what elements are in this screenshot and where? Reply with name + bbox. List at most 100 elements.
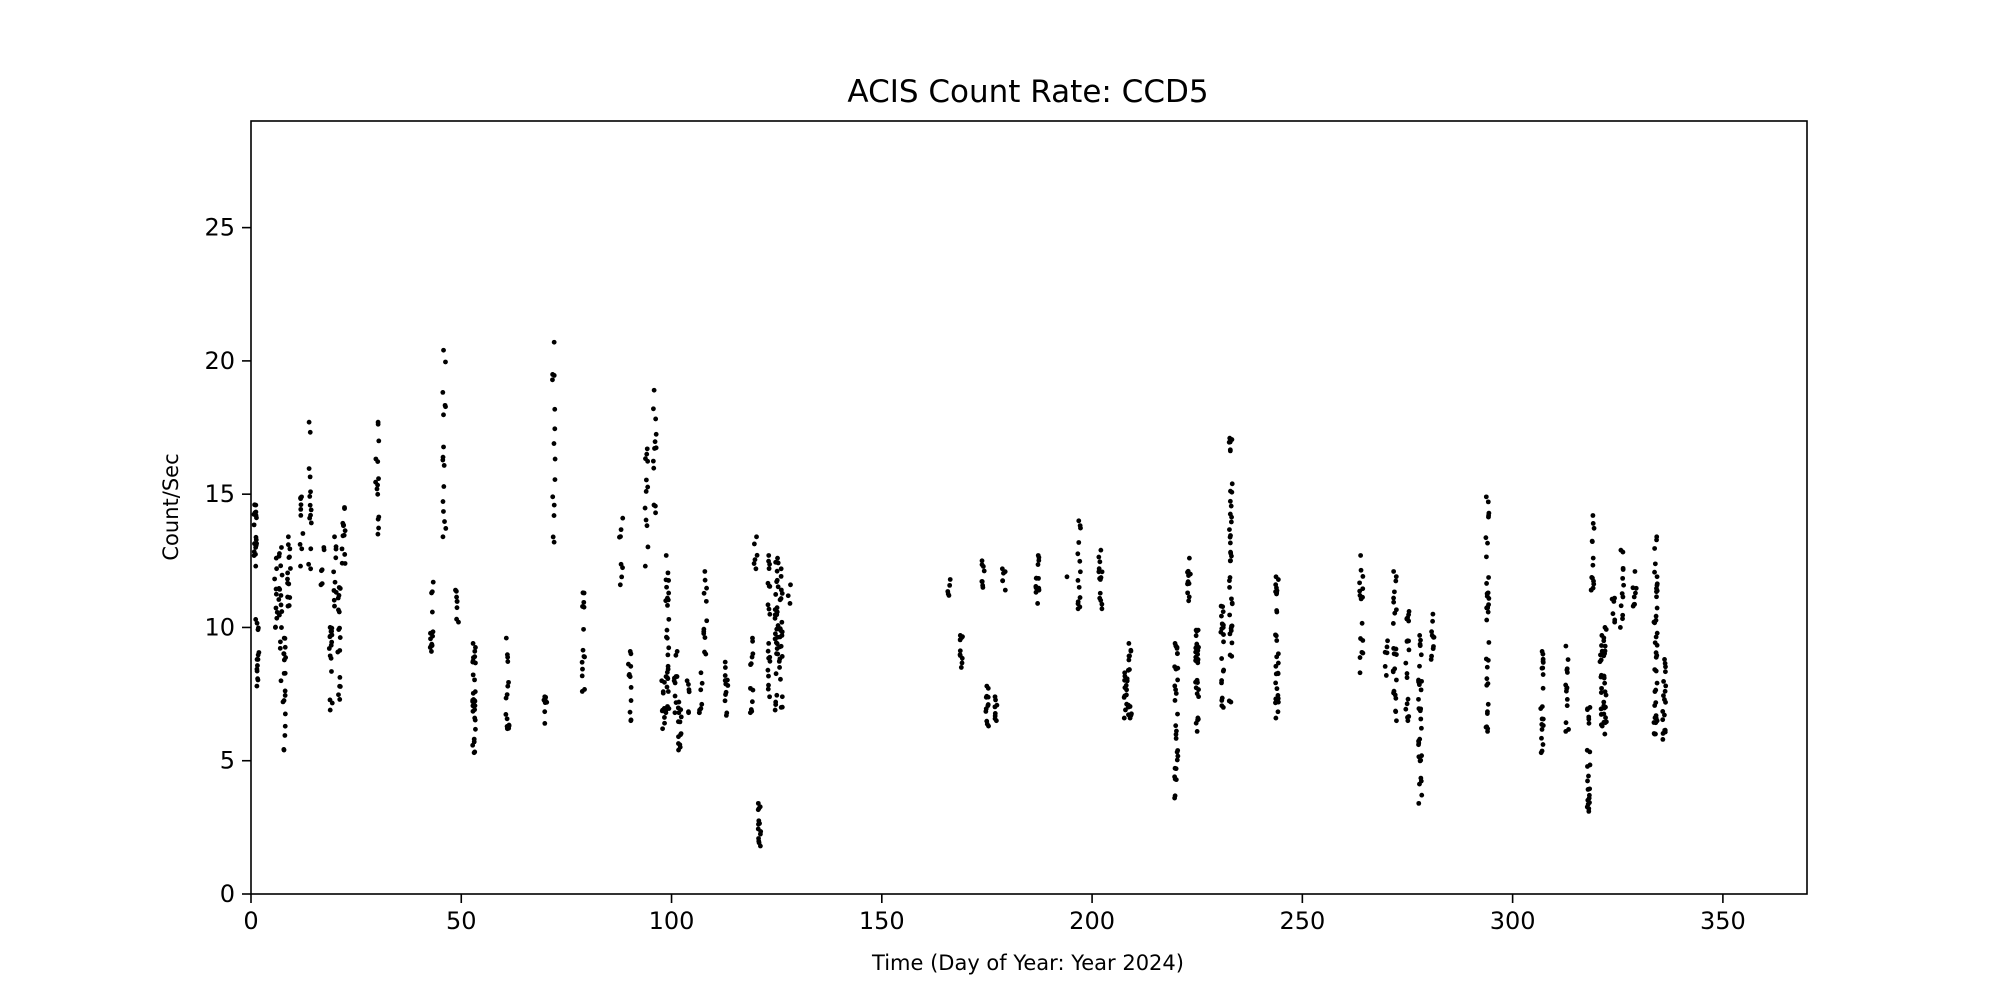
data-point	[767, 611, 773, 617]
data-point	[787, 601, 793, 606]
data-point	[1194, 677, 1200, 683]
data-point	[281, 747, 287, 752]
data-point	[1098, 547, 1104, 553]
data-point	[1219, 678, 1225, 683]
data-point	[282, 733, 288, 738]
x-axis: 0 50 100 150 200 250 300 350	[243, 894, 1746, 935]
data-point	[644, 451, 650, 457]
data-point	[1653, 613, 1659, 619]
data-point	[686, 709, 691, 715]
data-point	[999, 566, 1005, 572]
y-tick-label: 5	[220, 747, 235, 775]
data-point	[1227, 558, 1233, 564]
data-point	[550, 494, 556, 500]
data-point	[1588, 587, 1594, 593]
data-point	[1430, 611, 1436, 617]
data-point	[503, 695, 509, 701]
data-point	[1228, 549, 1233, 555]
data-point	[332, 534, 337, 540]
data-point	[279, 609, 285, 614]
data-point	[454, 616, 459, 622]
data-point	[1654, 582, 1660, 588]
data-point	[1360, 650, 1366, 656]
data-point	[1632, 569, 1638, 574]
data-point	[1035, 601, 1041, 606]
data-point	[442, 519, 447, 524]
data-point	[1416, 696, 1421, 702]
data-point	[945, 591, 951, 597]
data-point	[1227, 448, 1233, 454]
data-point	[724, 710, 730, 716]
data-point	[441, 444, 446, 450]
data-point	[1485, 499, 1491, 505]
data-point	[1564, 703, 1570, 709]
data-point	[335, 649, 341, 655]
data-point	[1186, 598, 1192, 604]
data-point	[1274, 638, 1280, 643]
data-point	[1227, 498, 1233, 504]
data-point	[697, 707, 702, 713]
data-point	[672, 693, 678, 699]
data-point	[470, 659, 476, 665]
data-point	[340, 520, 346, 526]
data-point	[1172, 641, 1178, 646]
data-point	[1566, 727, 1571, 732]
data-point	[1431, 634, 1437, 640]
data-point	[287, 595, 293, 600]
data-point	[686, 689, 692, 695]
data-point	[660, 689, 666, 695]
data-point	[278, 593, 284, 598]
data-point	[772, 615, 778, 621]
data-point	[544, 699, 550, 705]
data-point	[1651, 731, 1657, 736]
data-point	[453, 587, 458, 593]
data-point	[1218, 603, 1224, 609]
data-point	[947, 577, 953, 582]
data-point	[1403, 660, 1409, 666]
data-point	[1661, 693, 1666, 699]
data-point	[1654, 588, 1660, 594]
data-point	[772, 707, 778, 713]
data-point	[753, 566, 759, 572]
data-point	[1416, 740, 1422, 746]
data-point	[1393, 646, 1399, 652]
data-point	[983, 709, 989, 714]
data-point	[618, 527, 624, 533]
data-point	[1484, 711, 1490, 716]
data-point	[550, 377, 555, 383]
data-point	[773, 559, 779, 565]
data-point	[663, 553, 669, 558]
data-point	[251, 553, 257, 558]
data-point	[1601, 638, 1607, 644]
data-point	[663, 708, 669, 714]
data-point	[1539, 748, 1545, 754]
data-point	[627, 674, 633, 680]
data-point	[1273, 715, 1279, 721]
data-point	[1662, 688, 1668, 694]
data-point	[1660, 737, 1666, 742]
data-point	[1617, 625, 1623, 630]
data-point	[337, 674, 343, 680]
data-point	[1486, 596, 1492, 601]
plot-frame	[250, 120, 1808, 895]
data-point	[788, 582, 793, 588]
data-point	[255, 652, 261, 658]
data-point	[254, 666, 260, 672]
data-point	[1187, 571, 1193, 577]
data-point	[1539, 716, 1545, 722]
data-point	[308, 520, 314, 526]
data-point	[1122, 677, 1127, 683]
data-point	[1662, 661, 1668, 666]
data-point	[778, 676, 783, 682]
data-point	[1121, 694, 1127, 700]
data-point	[504, 716, 510, 722]
data-point	[1654, 574, 1660, 580]
data-point	[765, 602, 771, 608]
data-point	[1601, 675, 1607, 681]
data-point	[1229, 553, 1234, 559]
data-point	[704, 585, 709, 591]
data-point	[1228, 503, 1234, 509]
data-point	[333, 546, 339, 552]
data-point	[1653, 716, 1659, 721]
data-point	[1196, 694, 1201, 700]
